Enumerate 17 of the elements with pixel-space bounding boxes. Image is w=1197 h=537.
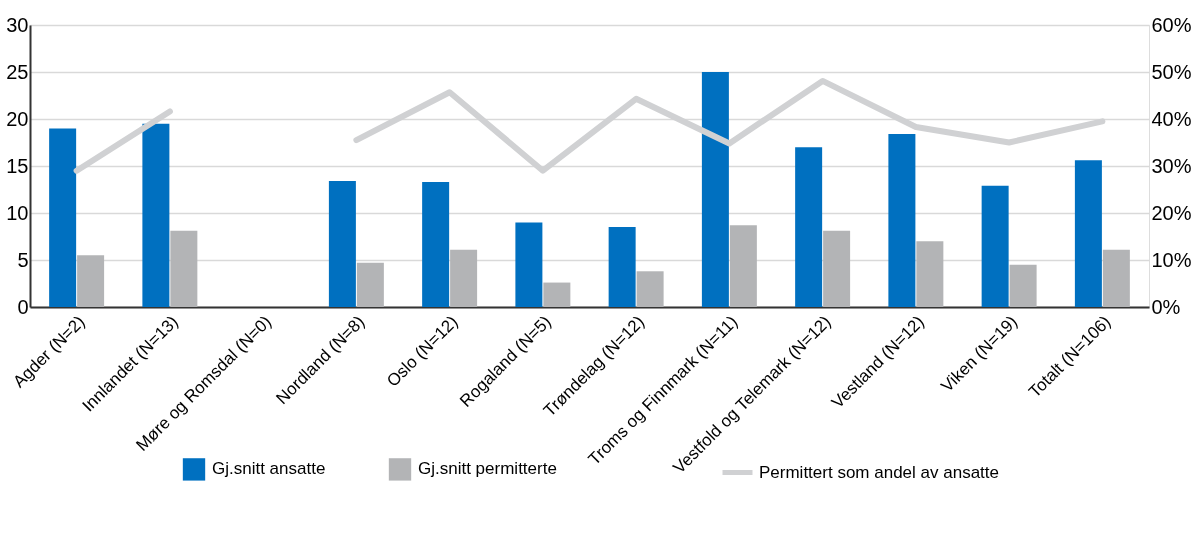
y2-tick-label: 40% xyxy=(1151,107,1192,130)
y-tick-label: 15 xyxy=(6,154,29,177)
y2-tick-label: 20% xyxy=(1151,201,1192,224)
legend-label: Gj.snitt ansatte xyxy=(212,459,326,479)
y-tick-label: 30 xyxy=(6,13,29,36)
y-tick-label: 10 xyxy=(6,201,29,224)
y2-tick-label: 0% xyxy=(1151,295,1181,318)
y-tick-label: 0 xyxy=(17,295,29,318)
y2-tick-label: 30% xyxy=(1151,154,1192,177)
y2-tick-label: 60% xyxy=(1151,13,1192,36)
y2-tick-label: 10% xyxy=(1151,248,1192,271)
y-tick-label: 25 xyxy=(6,60,29,83)
legend-label: Permittert som andel av ansatte xyxy=(759,462,1000,482)
y-tick-label: 5 xyxy=(17,248,29,271)
y2-tick-label: 50% xyxy=(1151,60,1192,83)
legend-label: Gj.snitt permitterte xyxy=(418,459,557,479)
y-tick-label: 20 xyxy=(6,107,29,130)
